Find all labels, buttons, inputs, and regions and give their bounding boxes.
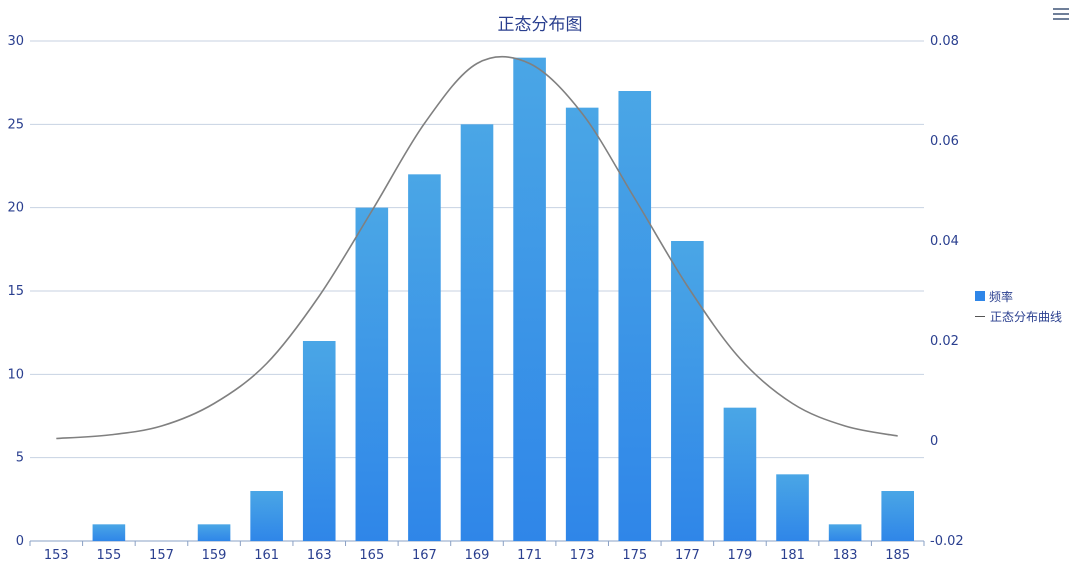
legend-item-bar[interactable]: 频率 (975, 286, 1062, 306)
y-left-tick-label: 5 (16, 451, 24, 466)
x-tick-label: 183 (833, 548, 858, 563)
bar-171[interactable] (513, 57, 546, 542)
y-left-tick-label: 10 (7, 367, 24, 382)
x-tick-label: 179 (728, 548, 753, 563)
bar-159[interactable] (197, 524, 231, 541)
x-axis-ticks: 153 155 157 159 161 163 165 167 169 171 173 175 177 1… (29, 541, 925, 563)
bar-175[interactable] (618, 91, 652, 541)
x-tick-label: 175 (622, 548, 647, 563)
x-tick-label: 163 (307, 548, 332, 563)
legend: 频率 正态分布曲线 (975, 286, 1062, 326)
bar-177[interactable] (671, 241, 704, 541)
bar-161[interactable] (250, 491, 283, 541)
x-tick-label: 171 (517, 548, 542, 563)
right-axis-ticks: -0.02 0 0.02 0.04 0.06 0.08 (930, 34, 964, 549)
x-tick-label: 165 (359, 548, 384, 563)
x-tick-label: 153 (44, 548, 69, 563)
legend-line-label: 正态分布曲线 (990, 309, 1063, 324)
bar-183[interactable] (828, 524, 862, 541)
left-axis-ticks: 0 5 10 15 20 25 30 (7, 34, 24, 549)
legend-line-swatch (975, 315, 985, 317)
bar-167[interactable] (408, 174, 441, 542)
y-left-tick-label: 20 (7, 201, 24, 216)
bar-179[interactable] (723, 407, 757, 541)
bar-series (92, 57, 915, 542)
x-tick-label: 157 (149, 548, 174, 563)
x-tick-label: 159 (202, 548, 227, 563)
y-left-tick-label: 25 (7, 117, 24, 132)
bar-169[interactable] (460, 124, 494, 541)
x-tick-label: 173 (570, 548, 595, 563)
x-tick-label: 177 (675, 548, 700, 563)
legend-bar-label: 频率 (989, 289, 1014, 304)
x-tick-label: 169 (465, 548, 490, 563)
y-right-tick-label: 0 (930, 434, 938, 449)
bar-181[interactable] (776, 474, 809, 541)
x-tick-label: 161 (254, 548, 279, 563)
bar-155[interactable] (92, 524, 126, 541)
x-tick-label: 167 (412, 548, 437, 563)
x-tick-label: 155 (96, 548, 121, 563)
y-right-tick-label: 0.08 (930, 34, 959, 49)
y-right-tick-label: -0.02 (930, 534, 964, 549)
menu-icon[interactable] (1053, 8, 1069, 22)
bar-165[interactable] (355, 207, 389, 541)
y-left-tick-label: 15 (7, 284, 24, 299)
line-series (56, 55, 898, 440)
y-right-tick-label: 0.04 (930, 234, 959, 249)
bar-173[interactable] (565, 107, 599, 542)
y-left-tick-label: 0 (16, 534, 24, 549)
bar-163[interactable] (302, 341, 336, 541)
y-right-tick-label: 0.02 (930, 334, 959, 349)
legend-item-line[interactable]: 正态分布曲线 (975, 306, 1062, 326)
x-tick-label: 185 (885, 548, 910, 563)
y-left-tick-label: 30 (7, 34, 24, 49)
y-right-tick-label: 0.06 (930, 134, 959, 149)
chart-title: 正态分布图 (498, 15, 583, 35)
legend-bar-swatch (975, 291, 985, 301)
bar-185[interactable] (881, 491, 915, 541)
normal-curve-line[interactable] (56, 55, 898, 440)
x-tick-label: 181 (780, 548, 805, 563)
